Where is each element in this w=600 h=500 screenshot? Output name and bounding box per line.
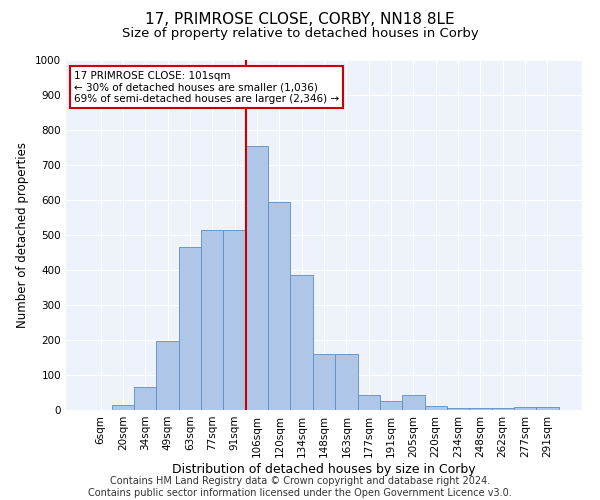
Text: Size of property relative to detached houses in Corby: Size of property relative to detached ho… xyxy=(122,28,478,40)
Bar xyxy=(491,408,514,410)
Bar xyxy=(223,230,246,410)
Bar xyxy=(268,202,290,410)
Text: 17, PRIMROSE CLOSE, CORBY, NN18 8LE: 17, PRIMROSE CLOSE, CORBY, NN18 8LE xyxy=(145,12,455,28)
Bar xyxy=(157,341,179,410)
Bar xyxy=(358,396,380,410)
Bar xyxy=(514,406,536,410)
Y-axis label: Number of detached properties: Number of detached properties xyxy=(16,142,29,328)
Bar xyxy=(112,406,134,410)
X-axis label: Distribution of detached houses by size in Corby: Distribution of detached houses by size … xyxy=(172,462,476,475)
Bar xyxy=(536,406,559,410)
Bar xyxy=(335,354,358,410)
Text: 17 PRIMROSE CLOSE: 101sqm
← 30% of detached houses are smaller (1,036)
69% of se: 17 PRIMROSE CLOSE: 101sqm ← 30% of detac… xyxy=(74,70,339,104)
Bar xyxy=(246,146,268,410)
Bar xyxy=(201,230,223,410)
Bar xyxy=(179,247,201,410)
Bar xyxy=(425,406,447,410)
Bar xyxy=(380,400,402,410)
Text: Contains HM Land Registry data © Crown copyright and database right 2024.
Contai: Contains HM Land Registry data © Crown c… xyxy=(88,476,512,498)
Bar xyxy=(290,274,313,410)
Bar xyxy=(447,408,469,410)
Bar xyxy=(469,408,491,410)
Bar xyxy=(134,387,157,410)
Bar xyxy=(402,395,425,410)
Bar xyxy=(313,354,335,410)
